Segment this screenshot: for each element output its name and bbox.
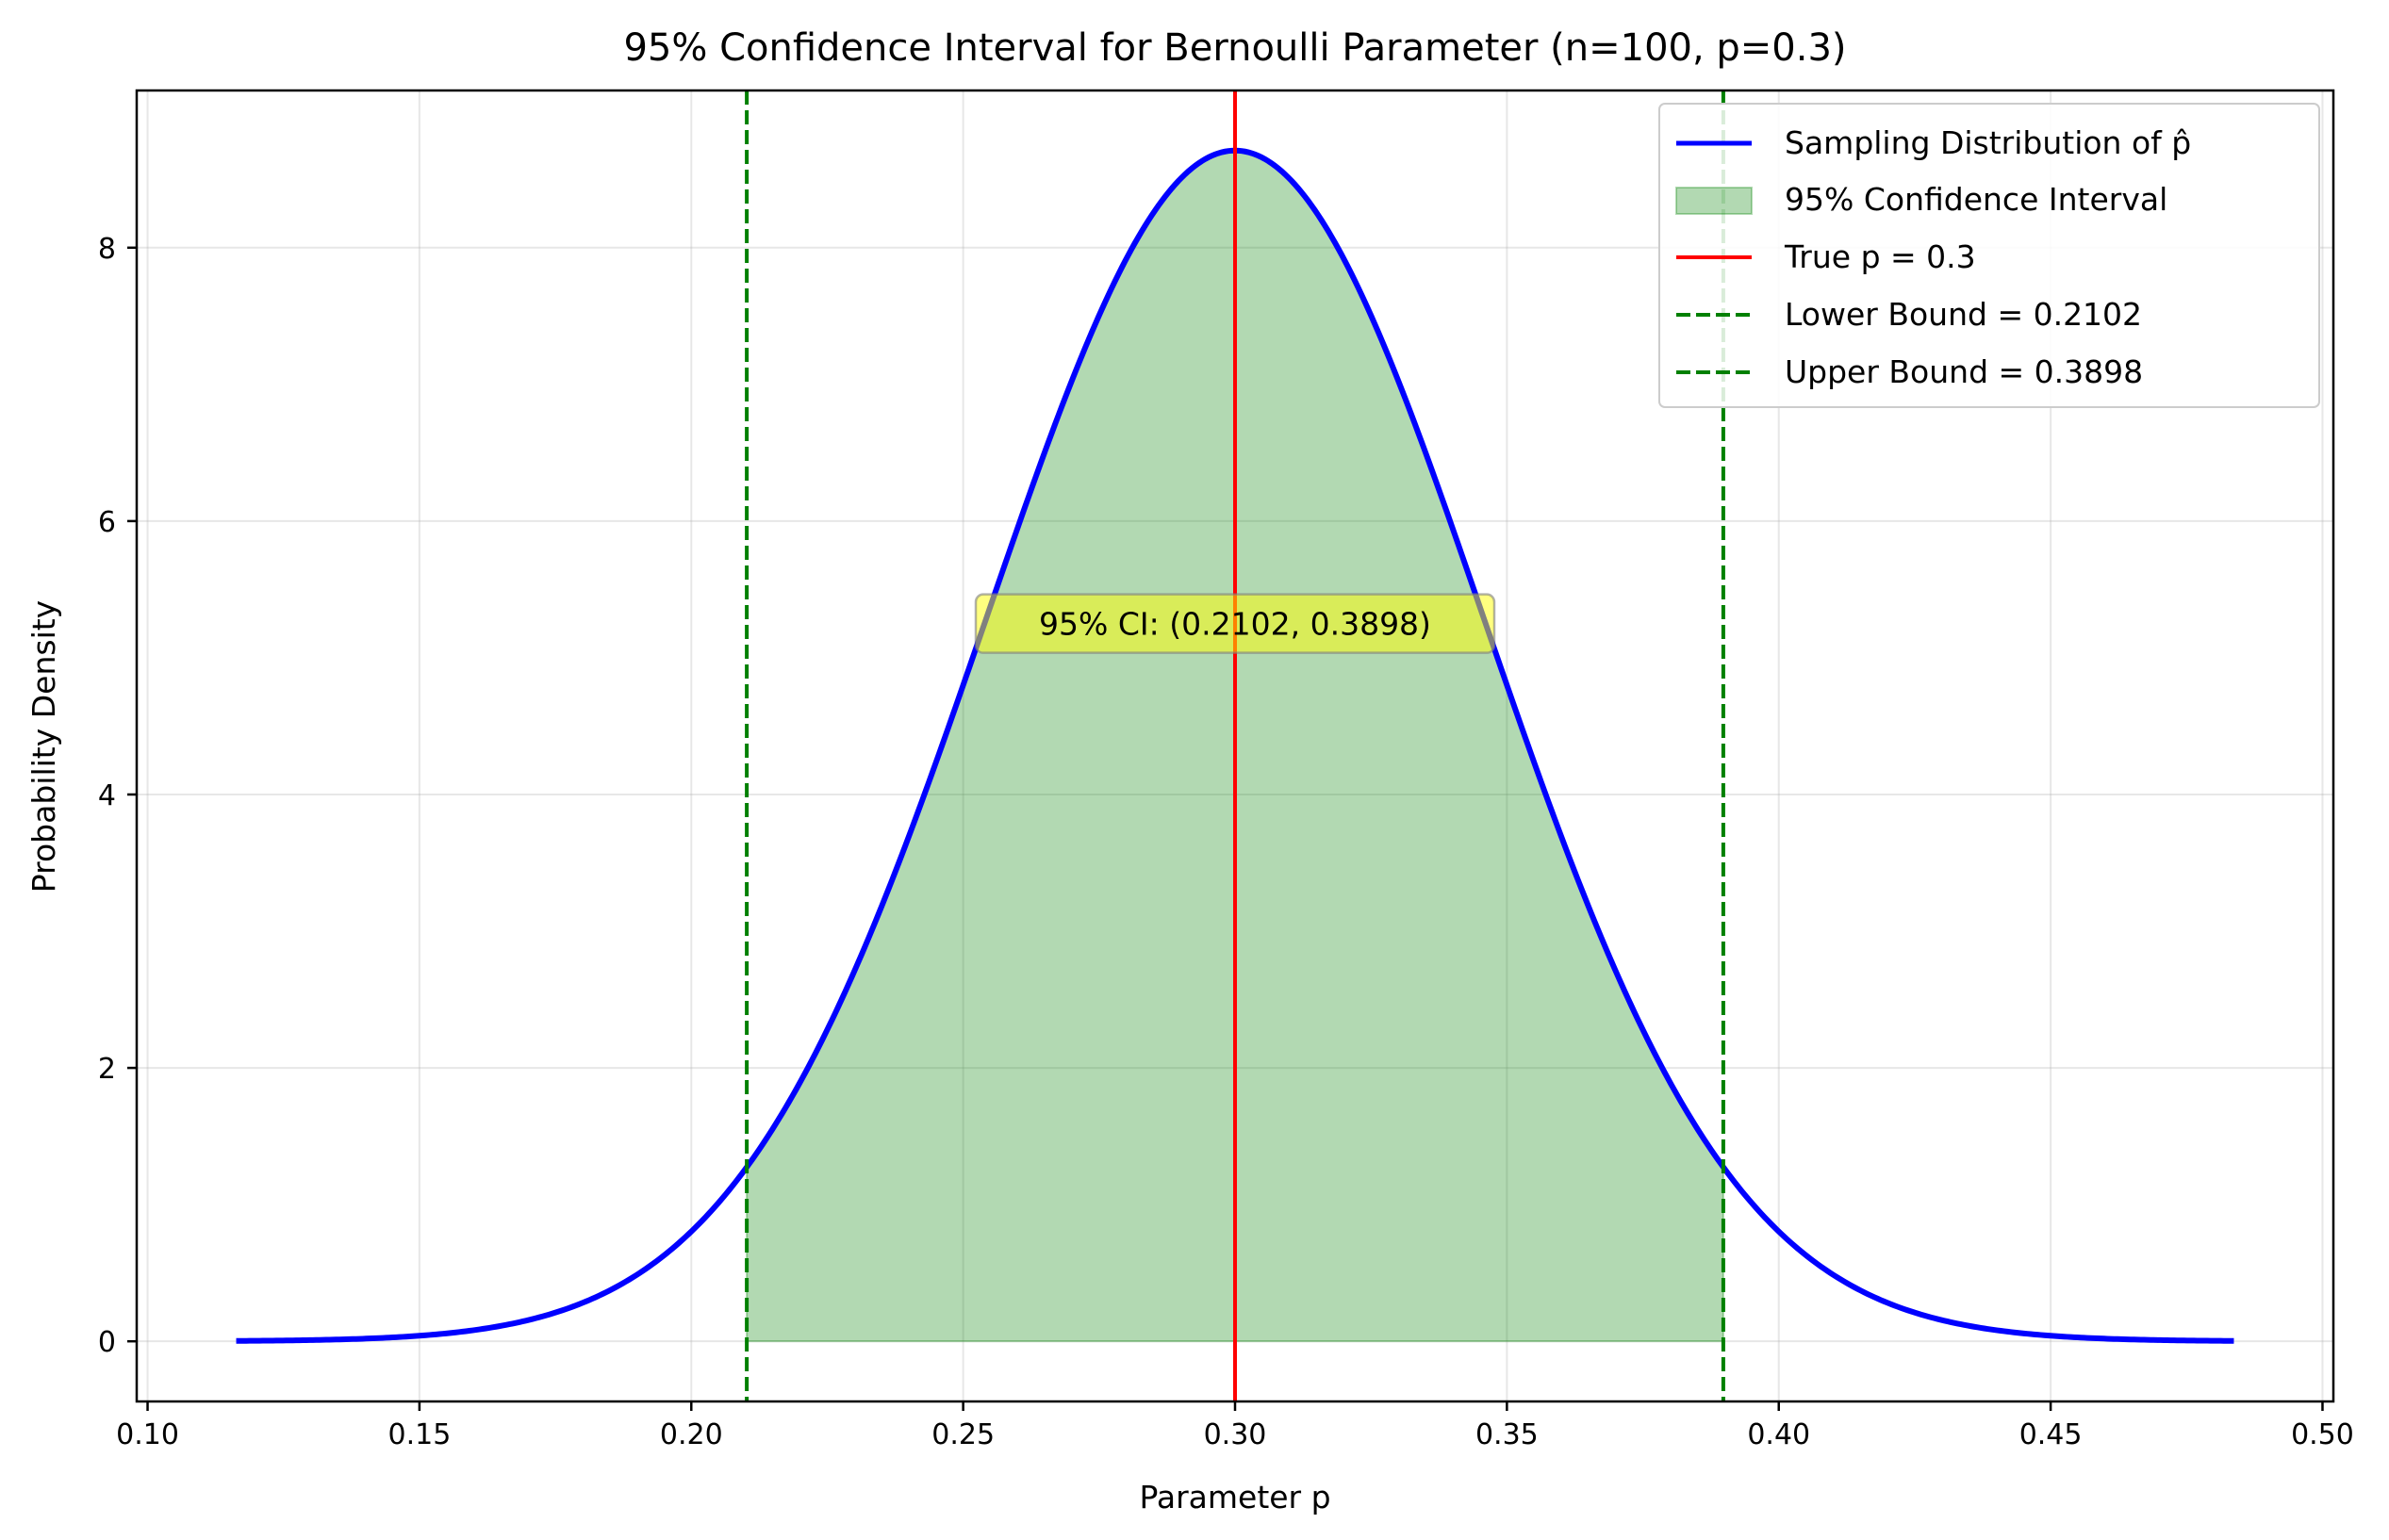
x-tick-label: 0.50 [2291, 1418, 2354, 1451]
ci-annotation: 95% CI: (0.2102, 0.3898) [974, 593, 1496, 654]
lines-layer [236, 90, 2234, 1401]
chart-title: 95% Confidence Interval for Bernoulli Pa… [623, 26, 1846, 70]
legend-label-upper-bound: Upper Bound = 0.3898 [1785, 353, 2143, 390]
x-tick-label: 0.10 [116, 1418, 179, 1451]
legend: Sampling Distribution of p̂ 95% Confiden… [1658, 103, 2320, 408]
x-tick-label: 0.20 [660, 1418, 723, 1451]
legend-label-distribution: Sampling Distribution of p̂ [1785, 124, 2191, 161]
x-tick-label: 0.25 [931, 1418, 995, 1451]
y-tick-label: 4 [98, 779, 116, 812]
y-tick-label: 0 [98, 1326, 116, 1359]
y-tick-label: 8 [98, 233, 116, 266]
x-tick-label: 0.30 [1204, 1418, 1267, 1451]
x-tick-label: 0.40 [1747, 1418, 1810, 1451]
x-tick-label: 0.45 [2019, 1418, 2083, 1451]
legend-label-true-p: True p = 0.3 [1784, 238, 1976, 275]
y-tick-label: 2 [98, 1053, 116, 1086]
annotation-text: 95% CI: (0.2102, 0.3898) [1039, 606, 1431, 643]
x-tick-label: 0.35 [1475, 1418, 1539, 1451]
x-tick-label: 0.15 [388, 1418, 452, 1451]
y-tick-label: 6 [98, 506, 116, 539]
legend-label-lower-bound: Lower Bound = 0.2102 [1785, 296, 2142, 333]
x-axis-ticks: 0.10 0.15 0.20 0.25 0.30 0.35 0.40 0.45 0.50 [116, 1401, 2354, 1451]
annotation-box [974, 593, 1496, 654]
legend-label-interval: 95% Confidence Interval [1785, 181, 2167, 218]
legend-box [1658, 103, 2320, 408]
legend-swatch-interval [1675, 187, 1753, 215]
y-axis-ticks: 0 2 4 6 8 [98, 233, 137, 1359]
x-axis-label: Parameter p [1139, 1479, 1330, 1515]
y-axis-label: Probability Density [25, 600, 62, 893]
